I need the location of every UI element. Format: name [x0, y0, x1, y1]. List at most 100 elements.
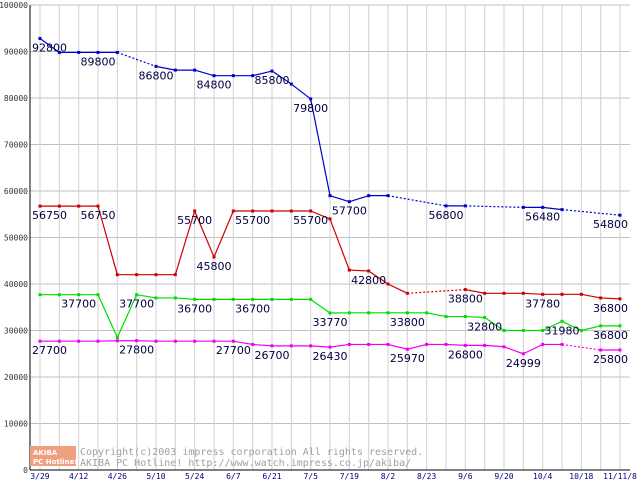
y-tick-label: 0: [23, 466, 28, 475]
data-point: [541, 292, 545, 296]
data-label: 27700: [32, 344, 67, 357]
data-point: [193, 68, 197, 72]
data-point: [77, 339, 81, 343]
data-point: [502, 345, 506, 349]
x-tick-label: 11/11/8: [603, 472, 637, 480]
series-dashed-segment: [117, 51, 157, 67]
data-point: [173, 273, 177, 277]
series-segment: [174, 210, 196, 275]
series-segment: [310, 210, 331, 220]
data-point: [57, 50, 61, 54]
data-point: [135, 339, 139, 343]
series-segment: [407, 343, 427, 350]
data-point: [193, 339, 197, 343]
data-label: 32800: [467, 320, 502, 333]
y-tick-label: 100000: [0, 1, 28, 10]
data-point: [579, 329, 583, 332]
data-label: 36700: [177, 302, 212, 315]
y-tick-label: 20000: [4, 373, 28, 382]
series-segment: [542, 320, 563, 332]
series-segment: [329, 218, 350, 271]
chart-grid: [30, 4, 630, 471]
data-point: [173, 68, 177, 72]
data-point: [347, 268, 351, 272]
data-point: [212, 255, 216, 259]
akiba-logo-top: AKIBA: [33, 449, 58, 457]
data-point: [289, 209, 293, 213]
data-point: [154, 296, 158, 300]
data-point: [618, 324, 622, 328]
series-segment: [310, 345, 331, 348]
data-point: [193, 209, 197, 213]
data-point: [347, 200, 351, 204]
data-label-layer: 92800 89800 86800 84800 85800 79800 57700 56800…: [32, 41, 628, 369]
data-point: [251, 74, 255, 78]
data-point: [57, 204, 61, 208]
data-point: [309, 209, 313, 213]
data-point: [463, 315, 467, 319]
data-point: [483, 291, 487, 295]
data-point: [115, 273, 119, 277]
y-tick-label: 70000: [4, 141, 28, 150]
x-tick-label: 6/21: [262, 472, 281, 480]
data-point: [502, 291, 506, 295]
series-segment: [465, 315, 485, 319]
series-dashed-segment: [561, 343, 601, 351]
y-tick-label: 10000: [4, 420, 28, 429]
series-segment: [194, 210, 215, 258]
data-point: [386, 311, 390, 315]
data-point: [386, 282, 390, 286]
data-label: 38800: [448, 293, 483, 306]
series-segment: [445, 343, 466, 346]
data-point: [618, 297, 622, 301]
series-segment: [136, 294, 157, 299]
data-label: 92800: [32, 41, 67, 54]
data-point: [579, 292, 583, 296]
series-segment: [368, 270, 389, 285]
series-layer: [38, 36, 622, 356]
series-segment: [39, 37, 60, 53]
data-point: [560, 292, 564, 296]
x-tick-label: 5/24: [185, 472, 204, 480]
data-label: 37780: [525, 297, 560, 310]
y-tick-label: 30000: [4, 327, 28, 336]
data-point: [289, 344, 293, 348]
data-point: [521, 205, 525, 209]
x-tick-label: 8/23: [417, 472, 436, 480]
data-point: [77, 293, 81, 297]
data-label: 42800: [351, 274, 386, 287]
data-point: [251, 342, 255, 346]
data-label: 27700: [216, 344, 251, 357]
series-segment: [503, 346, 524, 355]
data-point: [231, 74, 235, 78]
data-point: [618, 213, 622, 217]
data-point: [541, 329, 545, 332]
series-segment: [97, 205, 118, 275]
data-point: [154, 339, 158, 343]
data-point: [463, 343, 467, 347]
data-label: 26430: [313, 350, 348, 363]
data-label: 57700: [332, 205, 367, 218]
akiba-logo: [30, 446, 76, 466]
x-tick-label: 6/7: [226, 472, 241, 480]
series-dashed-segment: [387, 195, 447, 207]
x-tick-label: 4/26: [108, 472, 127, 480]
data-label: 36800: [593, 302, 628, 315]
data-point: [599, 348, 603, 352]
series-segment: [329, 343, 350, 348]
data-label: 33770: [313, 316, 348, 329]
data-point: [270, 209, 274, 213]
series-segment: [581, 325, 601, 332]
series-dashed-segment: [465, 288, 485, 294]
y-tick-label: 60000: [4, 187, 28, 196]
data-point: [270, 69, 274, 73]
data-point: [212, 74, 216, 78]
data-point: [96, 293, 100, 297]
copyright-line: Copyright(c)2003 impress corporation All…: [80, 447, 423, 458]
series-segment: [194, 69, 215, 77]
data-point: [541, 342, 545, 346]
data-point: [386, 194, 390, 198]
data-point: [251, 209, 255, 213]
